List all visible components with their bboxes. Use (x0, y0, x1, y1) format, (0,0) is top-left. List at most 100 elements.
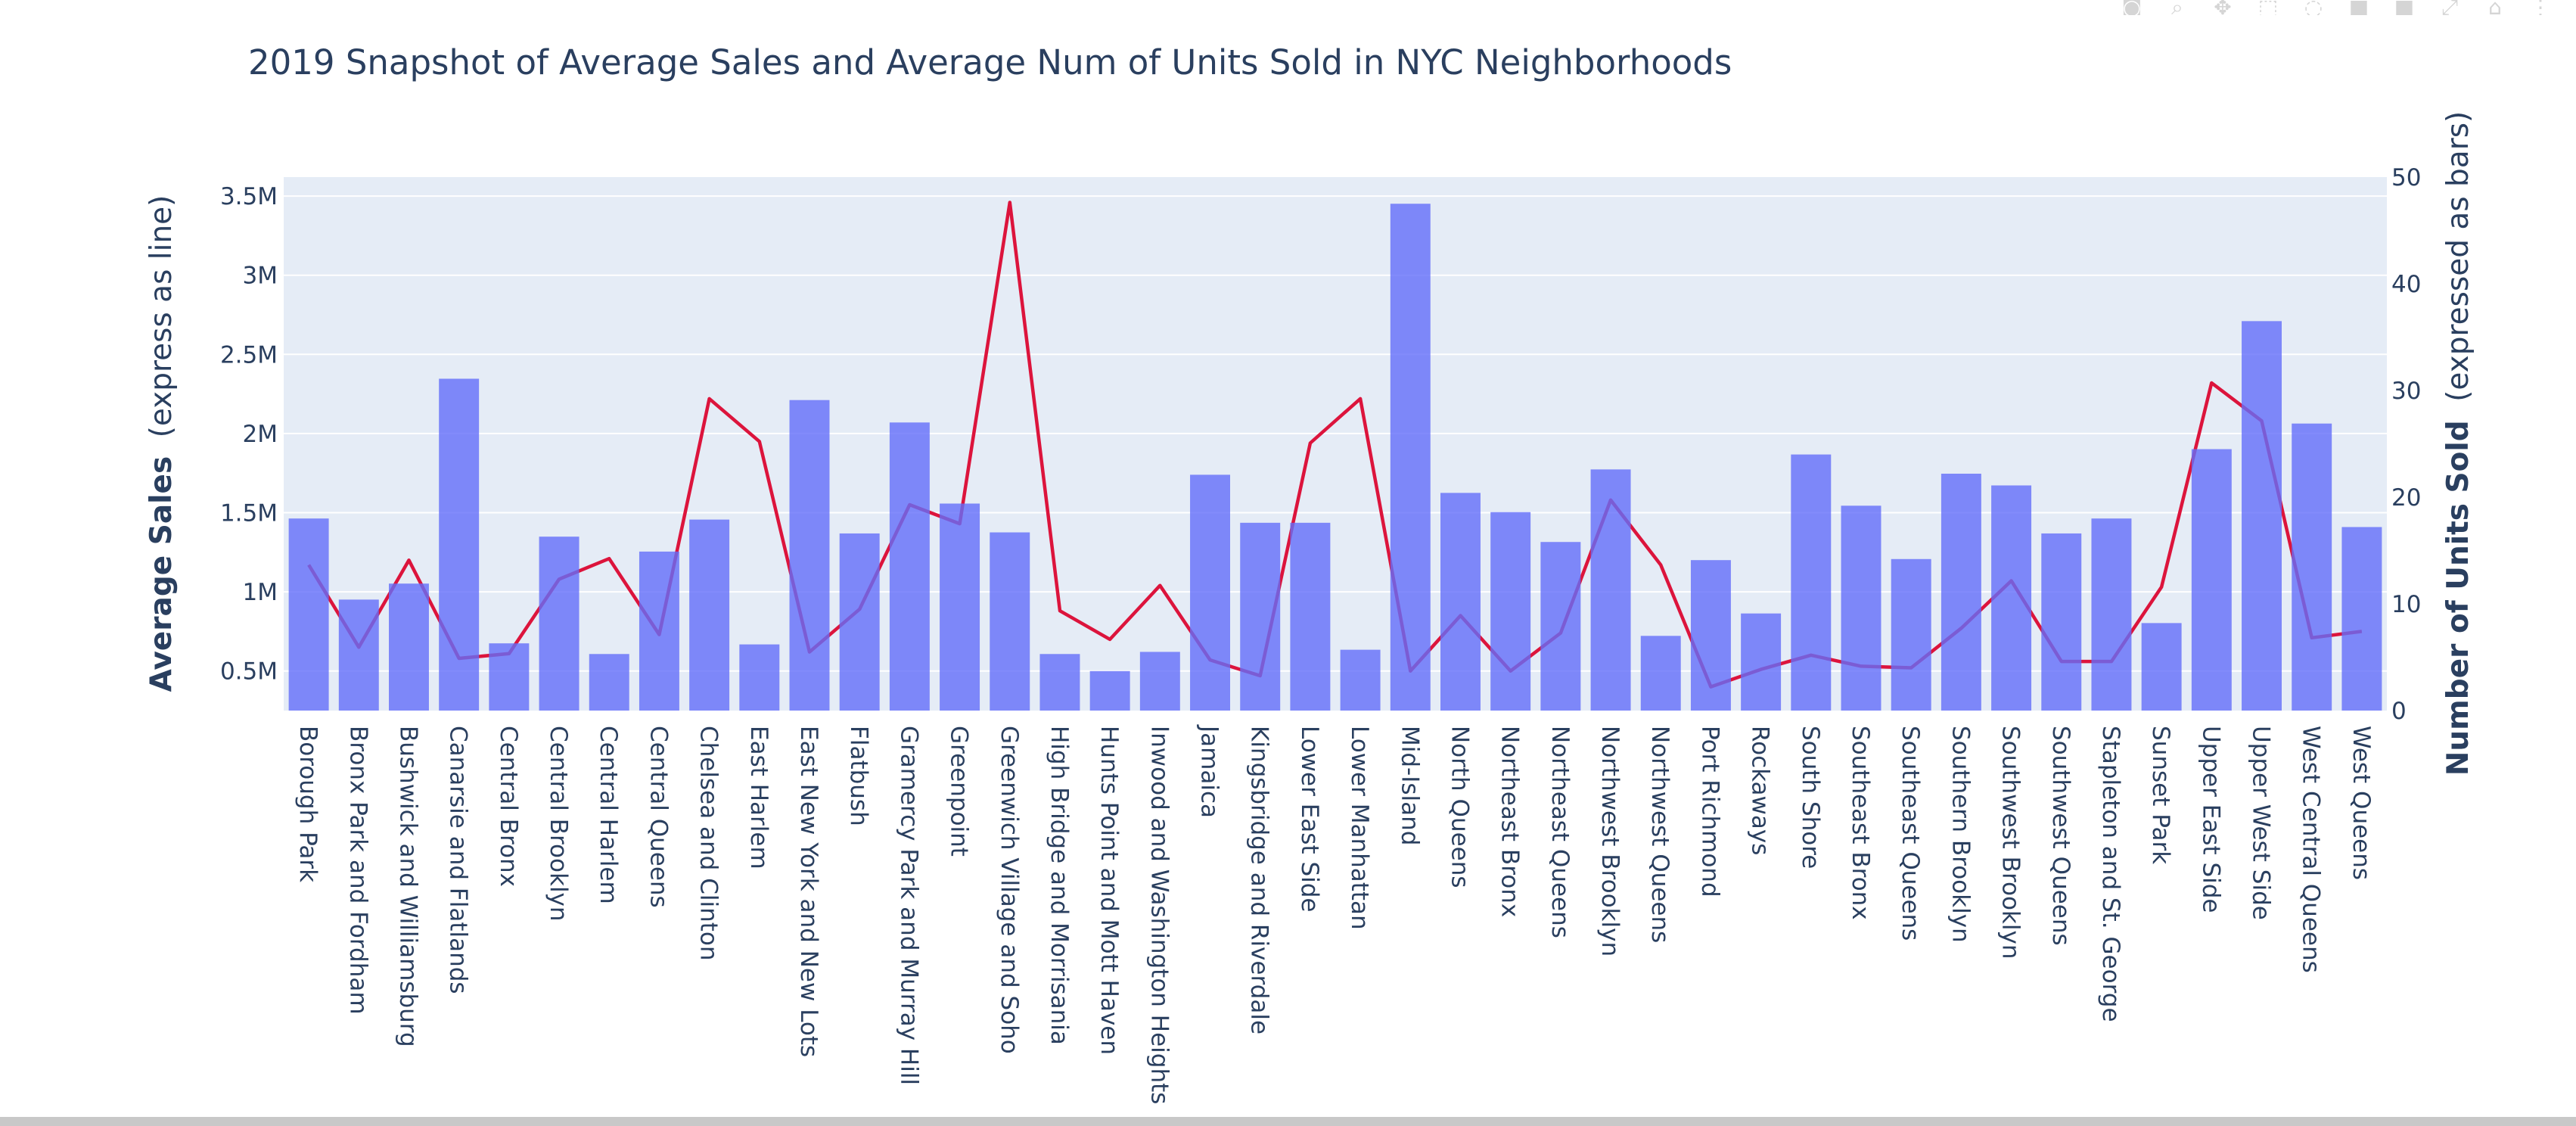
units-bar[interactable] (1340, 649, 1381, 711)
units-bar[interactable] (389, 583, 429, 711)
right-tick-label: 50 (2391, 164, 2421, 191)
x-tick-label: Northwest Brooklyn (1596, 726, 1624, 956)
x-tick-label: South Shore (1797, 726, 1824, 869)
units-bar[interactable] (439, 378, 480, 711)
units-bar[interactable] (2191, 449, 2232, 711)
x-tick-label: North Queens (1446, 726, 1473, 888)
units-bar[interactable] (338, 599, 379, 711)
right-axis-title: Number of Units Sold (expressed as bars) (2441, 111, 2475, 776)
x-tick-label: Upper West Side (2248, 726, 2275, 920)
units-bar[interactable] (1540, 542, 1581, 711)
x-tick-label: Chelsea and Clinton (695, 726, 722, 961)
units-bar[interactable] (1089, 670, 1130, 711)
x-tick-label: Hunts Point and Mott Haven (1095, 726, 1123, 1055)
horizontal-scrollbar[interactable] (0, 1117, 2576, 1126)
zoom-out-icon[interactable]: ■ (2394, 0, 2415, 15)
right-tick-label: 20 (2391, 484, 2421, 512)
x-tick-label: Central Brooklyn (545, 726, 572, 922)
units-bar[interactable] (1640, 636, 1681, 711)
home-icon[interactable]: ⌂ (2488, 0, 2502, 15)
units-bar[interactable] (1590, 469, 1631, 711)
units-bar[interactable] (789, 400, 830, 711)
x-tick-label: Jamaica (1196, 724, 1223, 818)
x-tick-label: Stapleton and St. George (2097, 726, 2124, 1022)
units-bar[interactable] (889, 422, 930, 711)
x-tick-label: Southeast Queens (1897, 726, 1924, 941)
autoscale-icon[interactable]: ⤢ (2441, 0, 2459, 15)
left-axis-title-rest: (express as line) (144, 195, 179, 438)
pan-icon[interactable]: ✥ (2214, 0, 2232, 15)
x-tick-label: Greenpoint (946, 726, 973, 857)
right-tick-label: 0 (2391, 698, 2407, 725)
x-tick-label: Port Richmond (1696, 726, 1723, 897)
camera-icon[interactable]: ◙ (2121, 0, 2143, 15)
units-bar[interactable] (2041, 533, 2082, 711)
x-tick-label: Northwest Queens (1646, 726, 1673, 943)
x-tick-label: Southwest Queens (2047, 726, 2074, 946)
menu-icon[interactable]: ⋮ (2530, 0, 2551, 15)
units-bar[interactable] (1841, 505, 1882, 711)
units-bar[interactable] (539, 537, 580, 711)
units-bar[interactable] (288, 518, 329, 711)
units-bar[interactable] (489, 643, 530, 711)
units-bar[interactable] (689, 519, 730, 711)
x-tick-label: West Central Queens (2298, 726, 2325, 973)
units-bar[interactable] (2292, 423, 2332, 711)
x-tick-label: Greenwich Village and Soho (996, 726, 1023, 1054)
units-bar[interactable] (589, 654, 629, 711)
box-select-icon[interactable]: ⬚ (2257, 0, 2279, 15)
x-tick-label: Lower Manhattan (1346, 726, 1373, 930)
units-bar[interactable] (2141, 623, 2182, 711)
units-bar[interactable] (1941, 473, 1981, 711)
left-axis-title-bold: Average Sales (144, 456, 179, 692)
left-tick-label: 3M (243, 263, 278, 290)
left-tick-label: 0.5M (220, 658, 278, 686)
x-tick-label: Sunset Park (2147, 726, 2174, 864)
x-tick-label: Northeast Bronx (1496, 726, 1524, 917)
units-bar[interactable] (1490, 512, 1531, 711)
units-bar[interactable] (1290, 522, 1331, 711)
left-tick-label: 1M (243, 579, 278, 606)
units-bar[interactable] (839, 533, 880, 711)
lasso-icon[interactable]: ◌ (2304, 0, 2323, 15)
units-bar[interactable] (1039, 654, 1080, 711)
x-tick-label: Central Queens (645, 726, 672, 908)
left-tick-label: 2M (243, 421, 278, 448)
zoom-in-icon[interactable]: ■ (2348, 0, 2369, 15)
units-bar[interactable] (1891, 558, 1931, 711)
chart-toolbar: ◙ ⌕ ✥ ⬚ ◌ ■ ■ ⤢ ⌂ ⋮ (2119, 0, 2553, 15)
units-bar[interactable] (990, 532, 1030, 711)
units-bar[interactable] (1240, 522, 1281, 711)
units-bar[interactable] (940, 503, 980, 711)
left-axis-ticks: 0.5M 1M 1.5M 2M 2.5M 3M 3.5M (220, 183, 278, 686)
x-tick-label: Borough Park (294, 726, 322, 882)
units-bar[interactable] (1741, 613, 1782, 711)
units-bar[interactable] (1690, 560, 1731, 711)
units-bar[interactable] (639, 551, 679, 711)
units-bar[interactable] (1991, 485, 2032, 711)
right-axis-title-rest: (expressed as bars) (2441, 111, 2475, 402)
units-bar[interactable] (2341, 527, 2382, 711)
units-bar[interactable] (1190, 474, 1230, 711)
right-tick-label: 10 (2391, 591, 2421, 618)
x-tick-label: East Harlem (745, 726, 772, 869)
x-tick-label: Mid-Island (1396, 726, 1423, 845)
zoom-icon[interactable]: ⌕ (2171, 0, 2183, 15)
right-axis-ticks: 0 10 20 30 40 50 (2391, 164, 2421, 725)
units-bar[interactable] (2091, 518, 2132, 711)
left-tick-label: 2.5M (220, 341, 278, 369)
left-axis-title: Average Sales (express as line) (144, 195, 179, 692)
units-bar[interactable] (2242, 321, 2282, 711)
x-tick-label: Upper East Side (2197, 726, 2224, 913)
x-tick-label: Bronx Park and Fordham (344, 726, 371, 1015)
units-bar[interactable] (1139, 652, 1180, 711)
units-bar[interactable] (1440, 493, 1481, 711)
units-bar[interactable] (1390, 204, 1431, 711)
right-tick-label: 30 (2391, 378, 2421, 405)
units-bar-series (288, 204, 2382, 711)
units-bar[interactable] (1791, 454, 1832, 711)
x-tick-label: Rockaways (1747, 726, 1774, 855)
x-tick-label: Central Harlem (595, 726, 622, 904)
units-bar[interactable] (739, 644, 780, 711)
